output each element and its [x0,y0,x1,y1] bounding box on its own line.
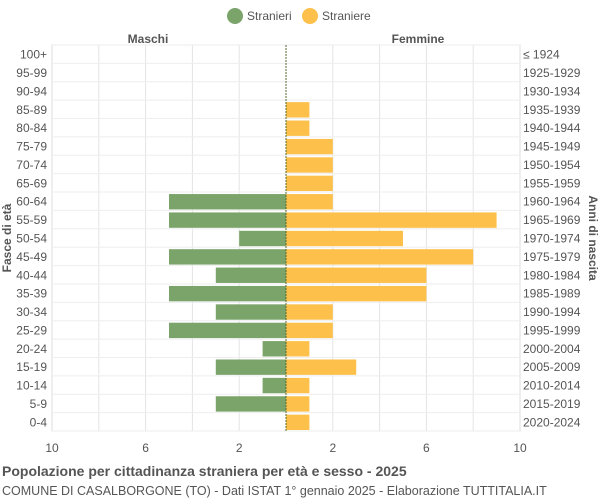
birth-year-label: 1995-1999 [523,323,581,337]
bar-female-45-49 [286,249,474,265]
bar-female-85-89 [286,102,310,118]
x-tick-label: 2 [236,441,243,455]
legend-label-straniere: Straniere [322,9,371,23]
bar-female-75-79 [286,138,333,155]
bar-male-5-9 [215,396,286,412]
age-label: 95-99 [16,66,47,80]
x-tick-label: 2 [329,441,336,455]
age-label: 45-49 [16,250,47,264]
bar-male-55-59 [169,212,286,228]
age-label: 5-9 [30,397,48,411]
x-tick-label: 6 [423,441,430,455]
age-label: 15-19 [16,360,47,374]
x-tick-label: 6 [142,441,149,455]
legend-swatch-straniere [302,8,318,24]
age-label: 30-34 [16,305,47,319]
bar-female-0-4 [286,414,310,430]
birth-year-label: 1990-1994 [523,305,581,319]
left-header: Maschi [128,32,169,46]
birth-year-label: 2010-2014 [523,379,581,393]
age-label: 100+ [20,48,47,62]
bar-female-30-34 [286,304,333,320]
birth-year-label: 1975-1979 [523,250,581,264]
right-header: Femmine [392,32,445,46]
birth-year-label: 2015-2019 [523,397,581,411]
bar-female-25-29 [286,322,333,339]
age-label: 25-29 [16,323,47,337]
bar-male-50-54 [239,230,286,247]
age-label: 35-39 [16,287,47,301]
age-label: 0-4 [30,415,48,429]
bar-male-30-34 [215,304,286,320]
birth-year-label: 1930-1934 [523,84,581,98]
bar-male-45-49 [169,249,286,265]
birth-year-label: 1980-1984 [523,268,581,282]
age-label: 75-79 [16,140,47,154]
bar-female-35-39 [286,285,427,302]
age-label: 20-24 [16,342,47,356]
bar-female-60-64 [286,194,333,210]
age-label: 10-14 [16,379,47,393]
bar-female-15-19 [286,359,357,375]
bar-male-20-24 [262,341,286,357]
age-label: 80-84 [16,121,47,135]
bar-male-60-64 [169,194,286,210]
age-label: 85-89 [16,103,47,117]
bar-male-10-14 [262,377,286,394]
x-tick-label: 10 [45,441,59,455]
bar-female-5-9 [286,396,310,412]
age-label: 55-59 [16,213,47,227]
bar-male-25-29 [169,322,286,339]
birth-year-label: 2005-2009 [523,360,581,374]
birth-year-label: 1940-1944 [523,121,581,135]
y-axis-label-right: Anni di nascita [586,195,600,281]
y-axis-label-left: Fasce di età [0,203,14,272]
birth-year-label: 1965-1969 [523,213,581,227]
birth-year-label: 2000-2004 [523,342,581,356]
bar-female-70-74 [286,157,333,173]
legend-swatch-stranieri [227,8,243,24]
age-label: 90-94 [16,84,47,98]
birth-year-label: 1985-1989 [523,287,581,301]
birth-year-label: 1925-1929 [523,66,581,80]
birth-year-label: 2020-2024 [523,415,581,429]
age-label: 70-74 [16,158,47,172]
birth-year-label: 1935-1939 [523,103,581,117]
age-label: 65-69 [16,176,47,190]
birth-year-label: 1945-1949 [523,140,581,154]
bar-female-20-24 [286,341,310,357]
bar-female-65-69 [286,175,333,192]
bar-female-80-84 [286,120,310,136]
age-label: 60-64 [16,195,47,209]
legend-label-stranieri: Stranieri [247,9,292,23]
chart-title: Popolazione per cittadinanza straniera p… [2,463,407,479]
chart-subtitle: COMUNE DI CASALBORGONE (TO) - Dati ISTAT… [2,484,547,498]
age-label: 40-44 [16,268,47,282]
bar-female-40-44 [286,267,427,283]
birth-year-label: 1955-1959 [523,176,581,190]
birth-year-label: 1970-1974 [523,232,581,246]
birth-year-label: 1960-1964 [523,195,581,209]
x-tick-label: 10 [513,441,527,455]
birth-year-label: ≤ 1924 [523,48,560,62]
bar-male-35-39 [169,285,286,302]
bar-male-40-44 [215,267,286,283]
birth-year-label: 1950-1954 [523,158,581,172]
bar-female-50-54 [286,230,403,247]
bar-male-15-19 [215,359,286,375]
pyramid-chart: 100+ ≤ 1924 95-99 1925-1929 90-94 1930-1934 85… [0,8,600,455]
bar-female-55-59 [286,212,497,228]
age-label: 50-54 [16,232,47,246]
bar-female-10-14 [286,377,310,394]
